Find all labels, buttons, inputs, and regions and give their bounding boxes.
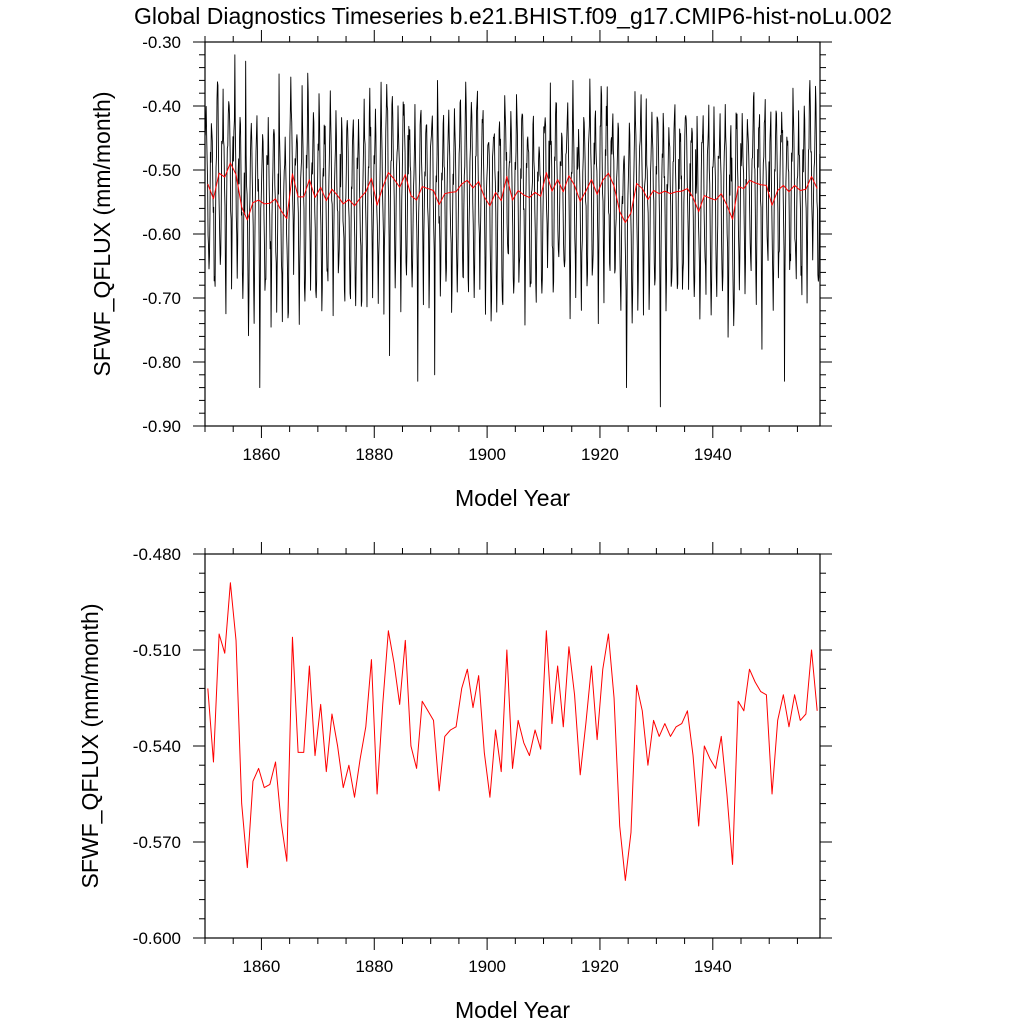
x-tick-label: 1940: [694, 957, 732, 976]
annual-mean-series-line-1-0: [207, 582, 818, 881]
x-tick-label: 1860: [243, 445, 281, 464]
y-tick-label: -0.600: [133, 929, 181, 948]
figure-title: Global Diagnostics Timeseries b.e21.BHIS…: [134, 3, 892, 29]
top-panel: 1860 1880 1900 1920 1940 -0.90 -0.80 -0.70 -0.60…: [89, 30, 832, 511]
bottom-plot-frame: [204, 553, 821, 939]
bottom-plot-tick-labels: 1860 1880 1900 1920 1940 -0.600 -0.570 -0.540 -0…: [133, 545, 732, 976]
top-plot-tick-labels: 1860 1880 1900 1920 1940 -0.90 -0.80 -0.70 -0.60…: [142, 33, 731, 464]
x-tick-label: 1920: [581, 445, 619, 464]
bottom-panel: 1860 1880 1900 1920 1940 -0.600 -0.570 -0.540 -0…: [77, 542, 832, 1023]
y-tick-label: -0.90: [142, 417, 181, 436]
x-tick-label: 1900: [468, 957, 506, 976]
bottom-y-axis-label: SFWF_QFLUX (mm/month): [77, 604, 103, 889]
annual-mean-series-line-0-1: [207, 162, 818, 223]
bottom-plot-series: [207, 582, 818, 881]
y-tick-label: -0.70: [142, 289, 181, 308]
x-tick-label: 1900: [468, 445, 506, 464]
y-tick-label: -0.50: [142, 161, 181, 180]
top-plot-ticks: [193, 30, 832, 438]
x-tick-label: 1920: [581, 957, 619, 976]
y-tick-label: -0.30: [142, 33, 181, 52]
y-tick-label: -0.60: [142, 225, 181, 244]
x-tick-label: 1880: [355, 957, 393, 976]
x-tick-label: 1940: [694, 445, 732, 464]
top-x-axis-label: Model Year: [455, 485, 570, 511]
top-y-axis-label: SFWF_QFLUX (mm/month): [89, 92, 115, 377]
y-tick-label: -0.40: [142, 97, 181, 116]
x-tick-label: 1880: [355, 445, 393, 464]
y-tick-label: -0.480: [133, 545, 181, 564]
bottom-x-axis-label: Model Year: [455, 997, 570, 1023]
y-tick-label: -0.540: [133, 737, 181, 756]
y-tick-label: -0.510: [133, 641, 181, 660]
monthly-series-line-0-0: [205, 54, 820, 408]
bottom-plot-ticks: [193, 542, 832, 950]
x-tick-label: 1860: [243, 957, 281, 976]
top-plot-series: [205, 54, 820, 408]
y-tick-label: -0.80: [142, 353, 181, 372]
y-tick-label: -0.570: [133, 833, 181, 852]
